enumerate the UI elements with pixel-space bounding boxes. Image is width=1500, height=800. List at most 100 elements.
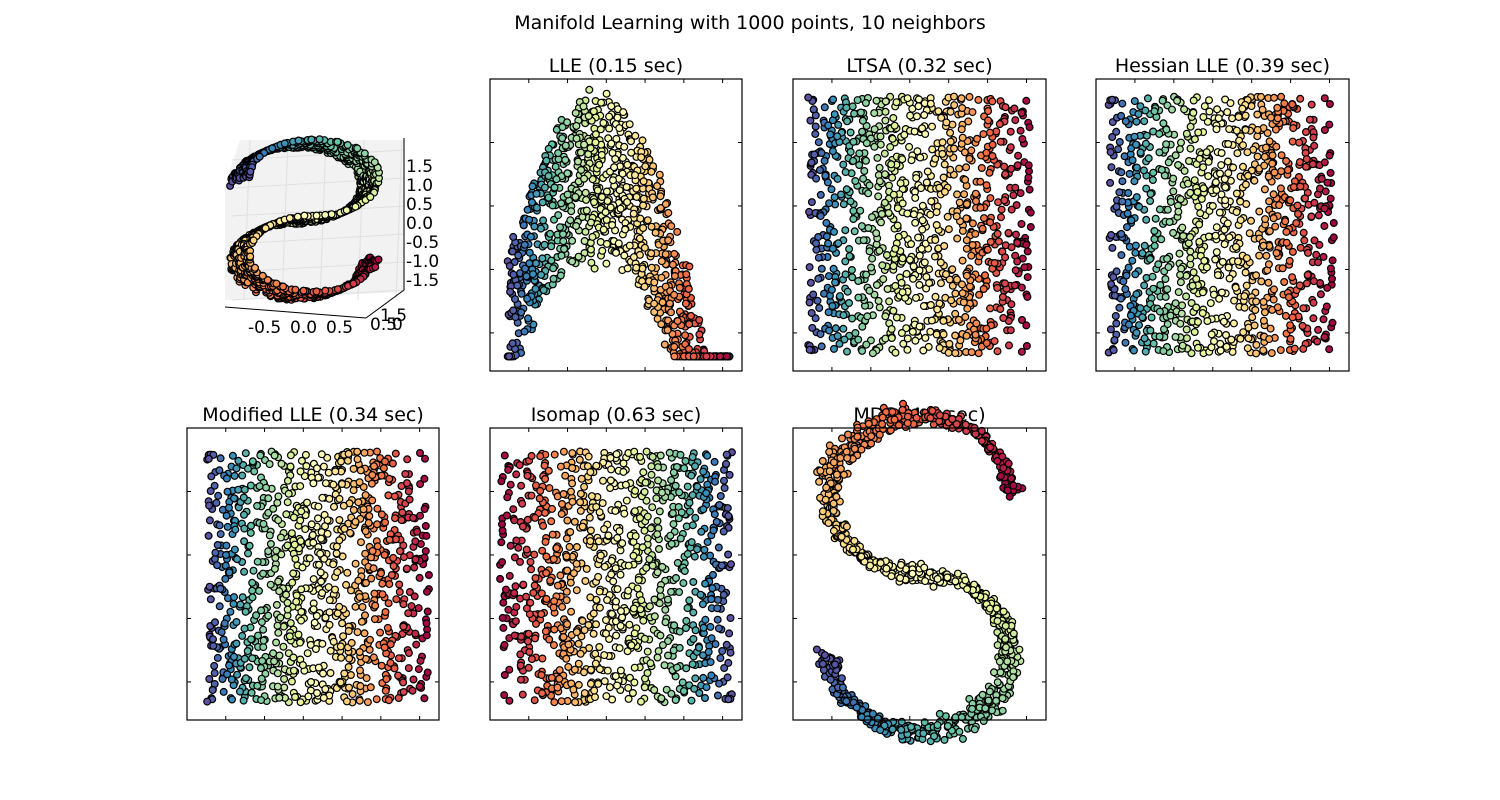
hessian-point bbox=[1136, 304, 1145, 313]
lle-point bbox=[623, 160, 632, 169]
hessian-point bbox=[1272, 142, 1281, 151]
isomap-point bbox=[619, 459, 628, 468]
ltsa-point bbox=[1017, 347, 1026, 356]
hessian-point bbox=[1157, 235, 1166, 244]
isomap-point bbox=[699, 623, 708, 632]
hessian-point bbox=[1242, 281, 1251, 290]
ltsa-point bbox=[909, 262, 918, 271]
mlle-point bbox=[244, 549, 253, 558]
isomap-point bbox=[668, 509, 677, 518]
hessian-point bbox=[1238, 162, 1247, 171]
mlle-point bbox=[208, 685, 217, 694]
isomap-point bbox=[506, 541, 515, 550]
hessian-point bbox=[1112, 202, 1121, 211]
hessian-point bbox=[1193, 188, 1202, 197]
mlle-point bbox=[315, 560, 324, 569]
mlle-point bbox=[317, 450, 326, 459]
ltsa-point bbox=[859, 236, 868, 245]
isomap-point bbox=[523, 471, 532, 480]
hessian-point bbox=[1204, 96, 1213, 105]
hessian-point bbox=[1131, 248, 1140, 257]
ltsa-point bbox=[961, 175, 970, 184]
mlle-point bbox=[354, 498, 363, 507]
mlle-point bbox=[273, 498, 282, 507]
hessian-point bbox=[1186, 144, 1195, 153]
hessian-point bbox=[1200, 256, 1209, 265]
mlle-point bbox=[335, 494, 344, 503]
isomap-point bbox=[527, 565, 536, 574]
ltsa-point bbox=[817, 149, 826, 158]
mlle-point bbox=[351, 517, 360, 526]
mlle-point bbox=[205, 674, 214, 683]
ltsa-point bbox=[873, 153, 882, 162]
isomap-point bbox=[548, 530, 557, 539]
isomap-point bbox=[663, 595, 672, 604]
ltsa-point bbox=[862, 139, 871, 148]
ltsa-point bbox=[807, 158, 816, 167]
ltsa-point bbox=[962, 214, 971, 223]
mlle-point bbox=[255, 482, 264, 491]
ltsa-point bbox=[898, 288, 907, 297]
mlle-point bbox=[222, 550, 231, 559]
mlle-point bbox=[205, 582, 214, 591]
mlle-point bbox=[232, 639, 241, 648]
ltsa-point bbox=[816, 330, 825, 339]
ltsa-point bbox=[914, 233, 923, 242]
ltsa-point bbox=[916, 184, 925, 193]
ltsa-point bbox=[874, 192, 883, 201]
isomap-point bbox=[689, 608, 698, 617]
mlle-point bbox=[210, 669, 219, 678]
isomap-point bbox=[708, 570, 717, 579]
hessian-point bbox=[1296, 94, 1305, 103]
ltsa-point bbox=[916, 153, 925, 162]
mlle-point bbox=[339, 632, 348, 641]
hessian-point bbox=[1179, 232, 1188, 241]
mlle-point bbox=[332, 549, 341, 558]
ltsa-point bbox=[842, 347, 851, 356]
hessian-point bbox=[1159, 347, 1168, 356]
ltsa-point bbox=[875, 246, 884, 255]
isomap-point bbox=[703, 451, 712, 460]
ltsa-point bbox=[1011, 266, 1020, 275]
hessian-point bbox=[1314, 211, 1323, 220]
isomap-point bbox=[537, 610, 546, 619]
lle-point bbox=[560, 245, 569, 254]
ltsa-point bbox=[971, 229, 980, 238]
ltsa-point bbox=[867, 213, 876, 222]
mlle-point bbox=[291, 692, 300, 701]
hessian-point bbox=[1148, 176, 1157, 185]
ltsa-point bbox=[903, 209, 912, 218]
isomap-point bbox=[687, 471, 696, 480]
lle-point bbox=[525, 248, 534, 257]
isomap-point bbox=[600, 651, 609, 660]
ltsa-point bbox=[935, 343, 944, 352]
mlle-point bbox=[269, 504, 278, 513]
isomap-point bbox=[547, 504, 556, 513]
ltsa-point bbox=[993, 229, 1002, 238]
isomap-point bbox=[598, 476, 607, 485]
ltsa-point bbox=[971, 330, 980, 339]
mlle-point bbox=[286, 462, 295, 471]
hessian-point bbox=[1241, 125, 1250, 134]
lle-point bbox=[610, 163, 619, 172]
hessian-point bbox=[1155, 129, 1164, 138]
ltsa-point bbox=[867, 263, 876, 272]
hessian-point bbox=[1234, 112, 1243, 121]
ltsa-point bbox=[982, 339, 991, 348]
isomap-point bbox=[683, 482, 692, 491]
hessian-point bbox=[1202, 148, 1211, 157]
hessian-point bbox=[1163, 205, 1172, 214]
ltsa-point bbox=[820, 156, 829, 165]
ltsa-point bbox=[922, 178, 931, 187]
mlle-point bbox=[360, 448, 369, 457]
hessian-point bbox=[1124, 320, 1133, 329]
mlle-point bbox=[369, 653, 378, 662]
hessian-point bbox=[1302, 155, 1311, 164]
mlle-point bbox=[297, 507, 306, 516]
isomap-point bbox=[524, 663, 533, 672]
mlle-point bbox=[229, 599, 238, 608]
hessian-point bbox=[1146, 255, 1155, 264]
isomap-point bbox=[591, 659, 600, 668]
mlle-point bbox=[288, 578, 297, 587]
mlle-point bbox=[385, 580, 394, 589]
